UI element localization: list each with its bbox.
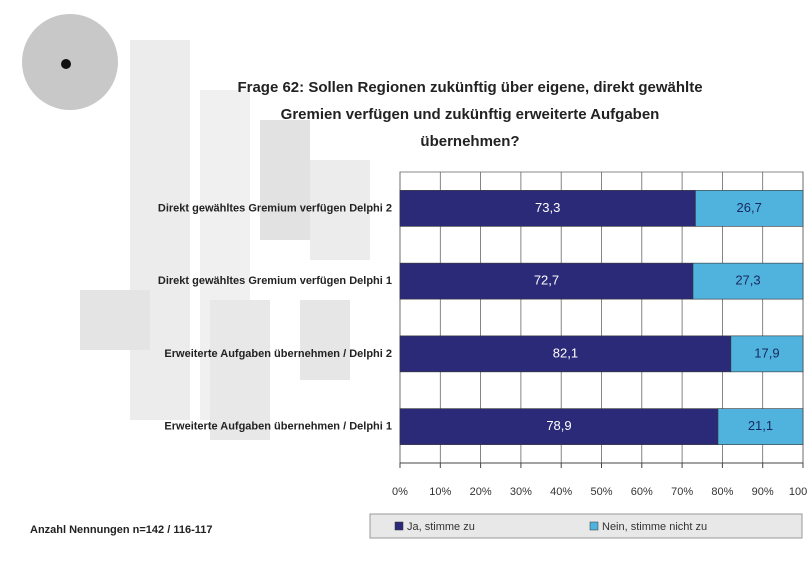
data-label: 82,1	[553, 345, 578, 360]
chart-title: Frage 62: Sollen Regionen zukünftig über…	[237, 79, 702, 96]
legend	[369, 513, 803, 539]
bar-segment	[717, 408, 804, 445]
x-tick-label: 50%	[590, 486, 612, 498]
x-tick-label: 10%	[429, 486, 451, 498]
legend-label: Nein, stimme nicht zu	[602, 521, 707, 533]
y-tick-label: Erweiterte Aufgaben übernehmen / Delphi …	[164, 348, 392, 360]
y-tick-label: Erweiterte Aufgaben übernehmen / Delphi …	[164, 421, 392, 433]
data-label: 27,3	[735, 273, 760, 288]
data-label: 17,9	[754, 345, 779, 360]
footnote: Anzahl Nennungen n=142 / 116-117	[30, 524, 212, 536]
x-tick-label: 20%	[470, 486, 492, 498]
legend-swatch	[589, 521, 599, 531]
chart-title: übernehmen?	[420, 133, 519, 150]
data-label: 72,7	[534, 273, 559, 288]
legend-swatch	[394, 521, 404, 531]
bar-segment	[692, 262, 804, 300]
bar-segment	[695, 190, 804, 227]
data-label: 26,7	[737, 200, 762, 215]
background-decoration	[22, 14, 370, 440]
bar-segment	[399, 262, 694, 300]
y-tick-label: Direkt gewähltes Gremium verfügen Delphi…	[158, 202, 392, 214]
data-label: 21,1	[748, 418, 773, 433]
x-tick-label: 60%	[631, 486, 653, 498]
x-tick-label: 90%	[752, 486, 774, 498]
x-tick-label: 0%	[392, 486, 408, 498]
bar-segment	[730, 335, 804, 373]
data-label: 78,9	[546, 418, 571, 433]
legend-label: Ja, stimme zu	[407, 521, 475, 533]
data-label: 73,3	[535, 200, 560, 215]
chart-title: Gremien verfügen und zukünftig erweitert…	[281, 106, 660, 123]
bar-segment	[399, 408, 719, 445]
y-tick-label: Direkt gewähltes Gremium verfügen Delphi…	[158, 275, 392, 287]
x-tick-label: 70%	[671, 486, 693, 498]
x-tick-label: 80%	[711, 486, 733, 498]
x-tick-label: 40%	[550, 486, 572, 498]
x-tick-label: 100%	[789, 486, 807, 498]
x-tick-label: 30%	[510, 486, 532, 498]
bar-segment	[399, 190, 696, 227]
